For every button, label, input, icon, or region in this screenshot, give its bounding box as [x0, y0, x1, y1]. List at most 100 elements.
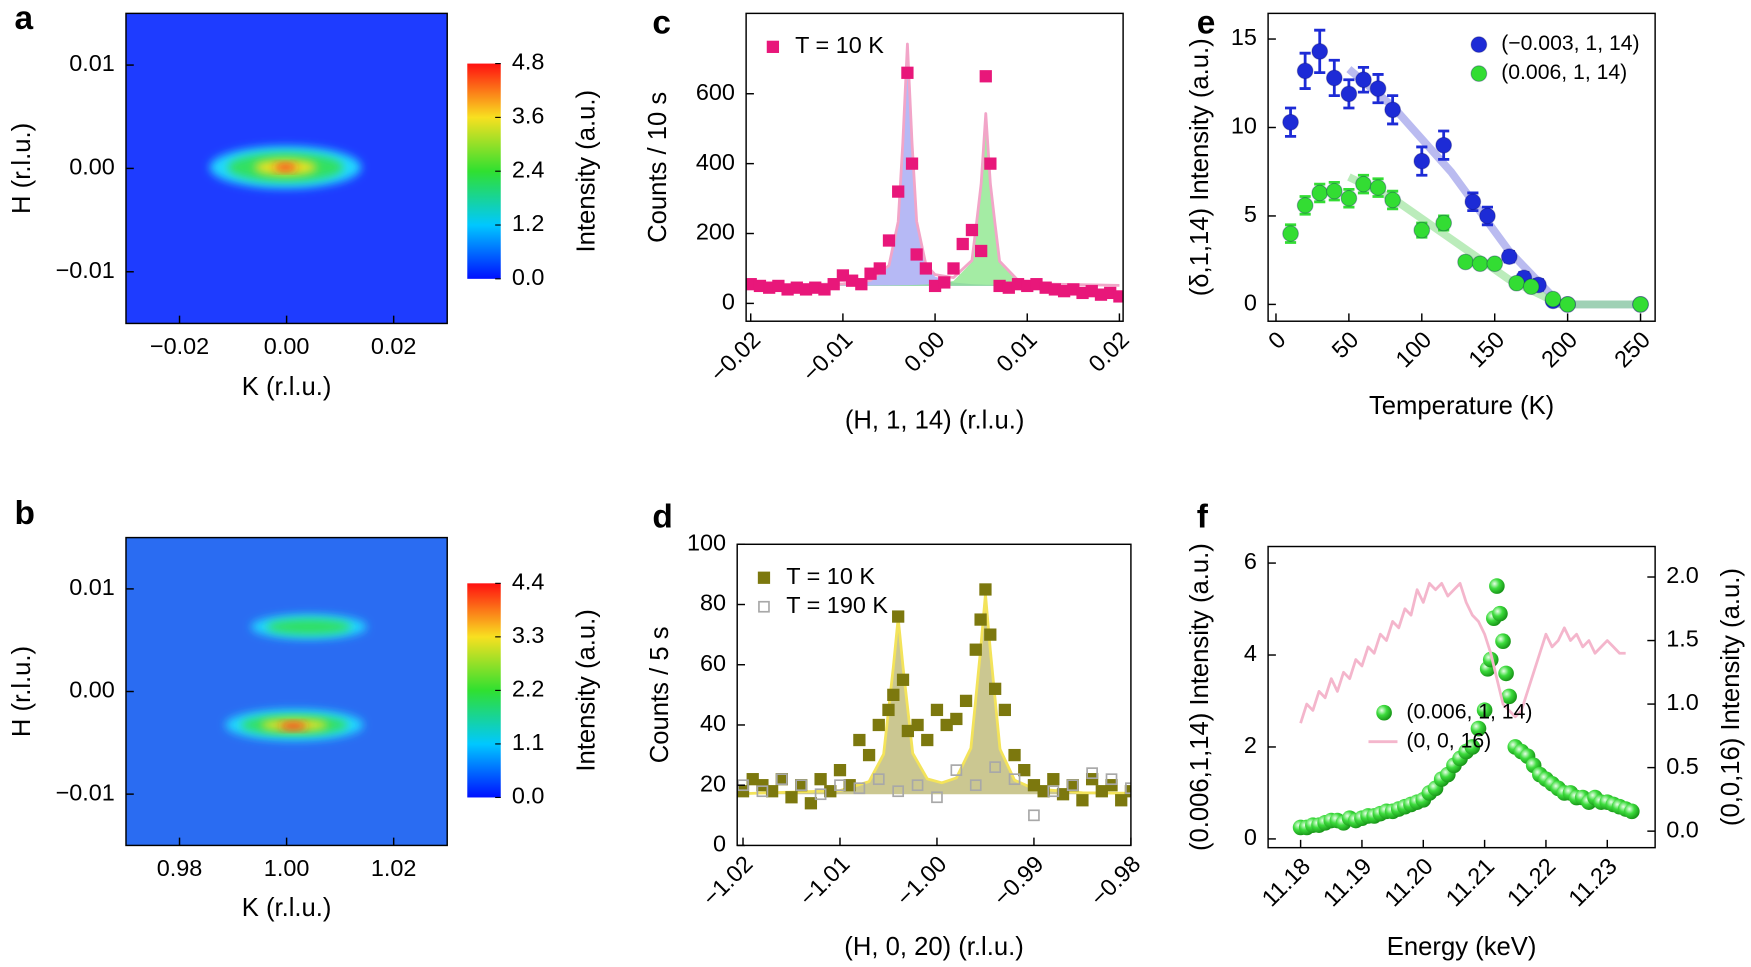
- colorbar-tick-label: 1.2: [512, 210, 545, 236]
- fit-area: [743, 593, 1131, 795]
- data-point: [989, 682, 1002, 695]
- data-point: [1113, 290, 1124, 303]
- data-point: [1544, 290, 1562, 308]
- data-point: [1085, 773, 1099, 786]
- x-tick-label: 150: [1463, 326, 1509, 372]
- data-point: [1471, 255, 1489, 273]
- data-point: [896, 673, 910, 686]
- y-axis-label: (δ,1,14) Intensity (a.u.): [1186, 38, 1214, 296]
- data-point: [984, 157, 997, 170]
- data-point: [1311, 184, 1329, 202]
- data-point: [1508, 274, 1525, 292]
- data-point: [1282, 225, 1299, 243]
- data-point: [1340, 189, 1358, 207]
- data-point: [872, 773, 885, 786]
- x-tick-label: 250: [1609, 326, 1655, 372]
- colorbar-tick-label: 3.6: [512, 103, 545, 129]
- data-point: [1355, 175, 1372, 193]
- x-tick-label: 11.19: [1318, 853, 1377, 912]
- data-point: [998, 703, 1011, 717]
- data-point: [834, 779, 846, 792]
- data-point: [1559, 296, 1576, 313]
- data-point: [928, 279, 942, 293]
- data-point: [1369, 179, 1387, 197]
- data-point: [1066, 779, 1079, 792]
- y-tick-label: 6: [1244, 548, 1257, 574]
- y-tick-label: 40: [700, 710, 726, 736]
- data-point: [1027, 779, 1041, 792]
- data-point: [1476, 702, 1493, 718]
- data-point: [938, 276, 951, 289]
- data-point: [1340, 85, 1358, 103]
- y-tick-label: 20: [700, 770, 726, 796]
- data-point: [1066, 779, 1079, 792]
- data-point: [1413, 152, 1431, 170]
- x-tick-label: 0.02: [371, 333, 417, 359]
- data-point: [781, 283, 794, 296]
- y-tick-label: 0.00: [69, 154, 115, 180]
- data-point: [753, 279, 767, 293]
- data-point: [765, 785, 779, 798]
- y-axis-label: H (r.l.u.): [8, 646, 36, 737]
- x-tick-label: 0.00: [899, 326, 950, 377]
- data-point: [1037, 785, 1050, 798]
- y-tick-label: 10: [1231, 113, 1257, 139]
- data-point: [790, 281, 803, 294]
- data-point: [864, 267, 877, 280]
- x-tick-label: 0.98: [157, 855, 203, 881]
- colorbar-tick-label: 0.0: [512, 264, 545, 290]
- x-tick-label: −1.02: [697, 851, 757, 911]
- y-tick-label: 0: [1244, 824, 1257, 850]
- legend-label: (0, 0, 16): [1406, 729, 1491, 752]
- data-point: [1325, 69, 1343, 87]
- data-point: [1457, 253, 1474, 271]
- x-tick-label: 200: [1536, 326, 1582, 372]
- data-point: [843, 779, 856, 792]
- y2-tick-label: 0.0: [1666, 816, 1699, 842]
- legend-marker: [758, 600, 770, 613]
- x-axis-label: Energy (keV): [1387, 933, 1537, 961]
- line: [750, 42, 1120, 287]
- y-tick-label: 0.01: [69, 574, 115, 600]
- data-point: [1470, 720, 1487, 737]
- y-tick-label: 100: [687, 529, 726, 555]
- x-tick-label: 1.02: [371, 855, 417, 881]
- data-point: [804, 797, 818, 810]
- colorbar-tick-label: 2.2: [512, 676, 545, 702]
- data-point: [1056, 788, 1070, 801]
- y-axis-label: Counts / 10 s: [644, 92, 672, 243]
- data-point: [746, 278, 757, 291]
- fit-area: [750, 44, 1120, 286]
- data-point: [1125, 782, 1131, 795]
- data-point: [979, 70, 992, 83]
- data-point: [763, 281, 776, 294]
- colorbar-tick-label: 2.4: [512, 156, 545, 182]
- data-point: [1002, 281, 1015, 294]
- data-point: [950, 712, 963, 726]
- data-point: [1086, 767, 1098, 780]
- heatmap-intensity: [279, 722, 307, 730]
- data-point: [979, 583, 992, 596]
- data-point: [1018, 764, 1031, 777]
- data-point: [956, 237, 969, 251]
- data-point: [1105, 779, 1118, 792]
- legend-label: T = 10 K: [786, 563, 875, 589]
- legend-marker: [1470, 36, 1488, 53]
- plot-area: [737, 583, 1131, 822]
- y2-tick-label: 0.5: [1666, 753, 1699, 779]
- data-point: [931, 791, 943, 804]
- data-point: [795, 779, 808, 792]
- data-point: [1028, 809, 1040, 822]
- x-tick-label: −1.00: [891, 851, 951, 911]
- data-point: [1095, 785, 1108, 798]
- data-point: [1008, 748, 1021, 762]
- legend-label: T = 10 K: [795, 32, 884, 58]
- data-point: [892, 185, 905, 198]
- colorbar-tick-label: 4.8: [512, 49, 545, 75]
- axes-frame: [1267, 545, 1656, 849]
- y-tick-label: 15: [1231, 24, 1257, 50]
- data-point: [993, 279, 1006, 293]
- data-point: [1076, 286, 1089, 300]
- data-point: [1435, 136, 1453, 154]
- data-point: [1464, 193, 1482, 211]
